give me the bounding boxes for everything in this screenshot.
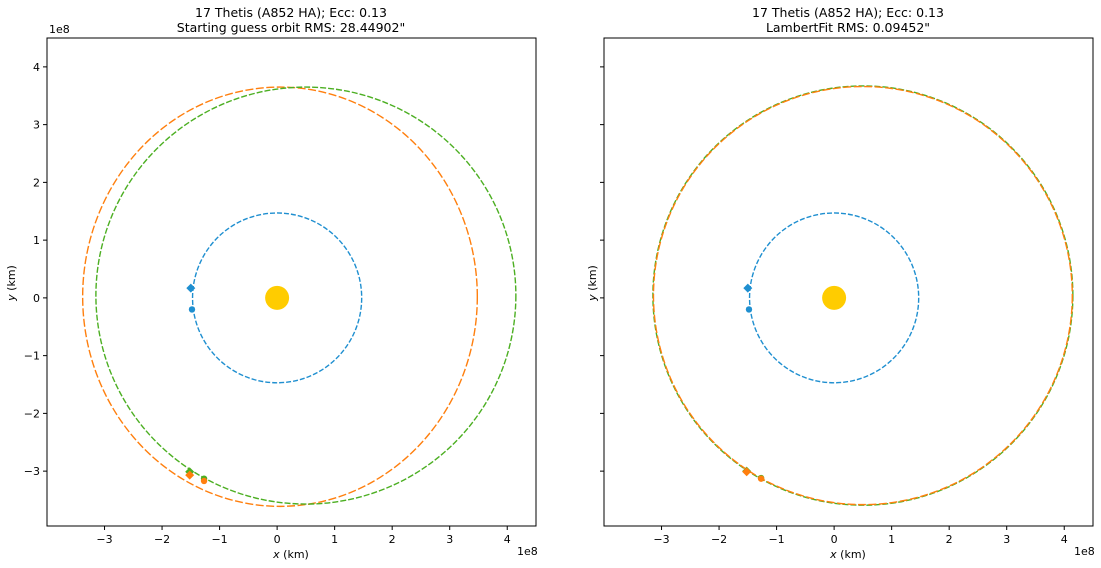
left-position-marker-4 [185, 470, 195, 480]
left-x-tick-label: −3 [96, 533, 112, 546]
right-orbit-0 [748, 212, 920, 384]
left-y-tick-label: 0 [33, 292, 40, 305]
right-y-axis-label: y (km) [586, 265, 599, 302]
left-axes-frame [46, 37, 537, 527]
right-x-axis-unit: (km) [837, 548, 866, 561]
left-x-tick-label: 2 [389, 533, 396, 546]
left-y-tick-label: −2 [24, 407, 40, 420]
left-y-tick-label: −3 [24, 465, 40, 478]
left-y-axis-unit: (km) [5, 265, 18, 294]
left-title-line-1: 17 Thetis (A852 HA); Ecc: 0.13 [195, 5, 387, 20]
right-position-marker-0 [743, 283, 753, 293]
left-y-axis-label: y (km) [5, 265, 18, 302]
left-x-tick-label: 0 [274, 533, 281, 546]
right-title-line-1: 17 Thetis (A852 HA); Ecc: 0.13 [752, 5, 944, 20]
right-x-tick-label: 1 [888, 533, 895, 546]
left-x-tick-label: −2 [154, 533, 170, 546]
left-orbit-2 [95, 86, 517, 505]
left-position-marker-0 [186, 283, 196, 293]
right-x-tick-label: 2 [946, 533, 953, 546]
right-x-axis-var: x [829, 548, 837, 561]
left-y-ticks: −3 −2 −1 0 1 2 3 4 [24, 61, 47, 478]
left-y-tick-label: 1 [33, 234, 40, 247]
left-y-offset-text: 1e8 [49, 23, 70, 36]
right-orbit-plot: 17 Thetis (A852 HA); Ecc: 0.13 LambertFi… [586, 5, 1095, 561]
left-position-marker-1 [188, 306, 196, 313]
right-position-marker-4 [742, 467, 752, 477]
left-sun-marker [265, 285, 290, 310]
left-x-offset-text: 1e8 [517, 545, 538, 558]
left-y-tick-label: 2 [33, 176, 40, 189]
right-position-marker-5 [757, 475, 765, 482]
left-y-tick-label: 4 [33, 61, 40, 74]
left-orbit-plot: 17 Thetis (A852 HA); Ecc: 0.13 Starting … [5, 5, 538, 561]
right-x-tick-label: 4 [1061, 533, 1068, 546]
left-x-tick-label: −1 [211, 533, 227, 546]
left-x-tick-label: 3 [446, 533, 453, 546]
right-y-ticks [600, 66, 604, 472]
left-orbit-0 [191, 212, 363, 384]
left-position-marker-5 [200, 477, 208, 485]
left-title-line-2: Starting guess orbit RMS: 28.44902" [177, 20, 405, 35]
right-y-axis-unit: (km) [586, 265, 599, 294]
right-x-tick-label: 3 [1003, 533, 1010, 546]
right-x-axis-label: x (km) [829, 548, 866, 561]
left-y-tick-label: 3 [33, 119, 40, 132]
right-orbit-2 [652, 85, 1073, 506]
right-x-tick-label: −2 [711, 533, 727, 546]
left-orbit-1 [81, 86, 479, 508]
left-x-axis-label: x (km) [272, 548, 309, 561]
right-position-marker-1 [745, 306, 753, 313]
left-x-axis-unit: (km) [280, 548, 309, 561]
right-title-line-2: LambertFit RMS: 0.09452" [766, 20, 930, 35]
right-plot-area [652, 85, 1074, 506]
right-sun-marker [822, 285, 847, 310]
left-x-axis-var: x [272, 548, 280, 561]
left-plot-area [81, 86, 517, 508]
left-y-axis-var: y [5, 294, 18, 302]
left-x-tick-label: 4 [504, 533, 511, 546]
right-x-tick-label: 0 [831, 533, 838, 546]
right-y-axis-var: y [586, 294, 599, 302]
left-y-tick-label: −1 [24, 350, 40, 363]
right-x-ticks: −3 −2 −1 0 1 2 3 4 [653, 526, 1068, 546]
right-x-tick-label: −3 [653, 533, 669, 546]
right-x-tick-label: −1 [768, 533, 784, 546]
left-x-tick-label: 1 [331, 533, 338, 546]
right-axes-frame [603, 37, 1094, 527]
left-x-ticks: −3 −2 −1 0 1 2 3 4 [96, 526, 511, 546]
right-x-offset-text: 1e8 [1074, 545, 1095, 558]
